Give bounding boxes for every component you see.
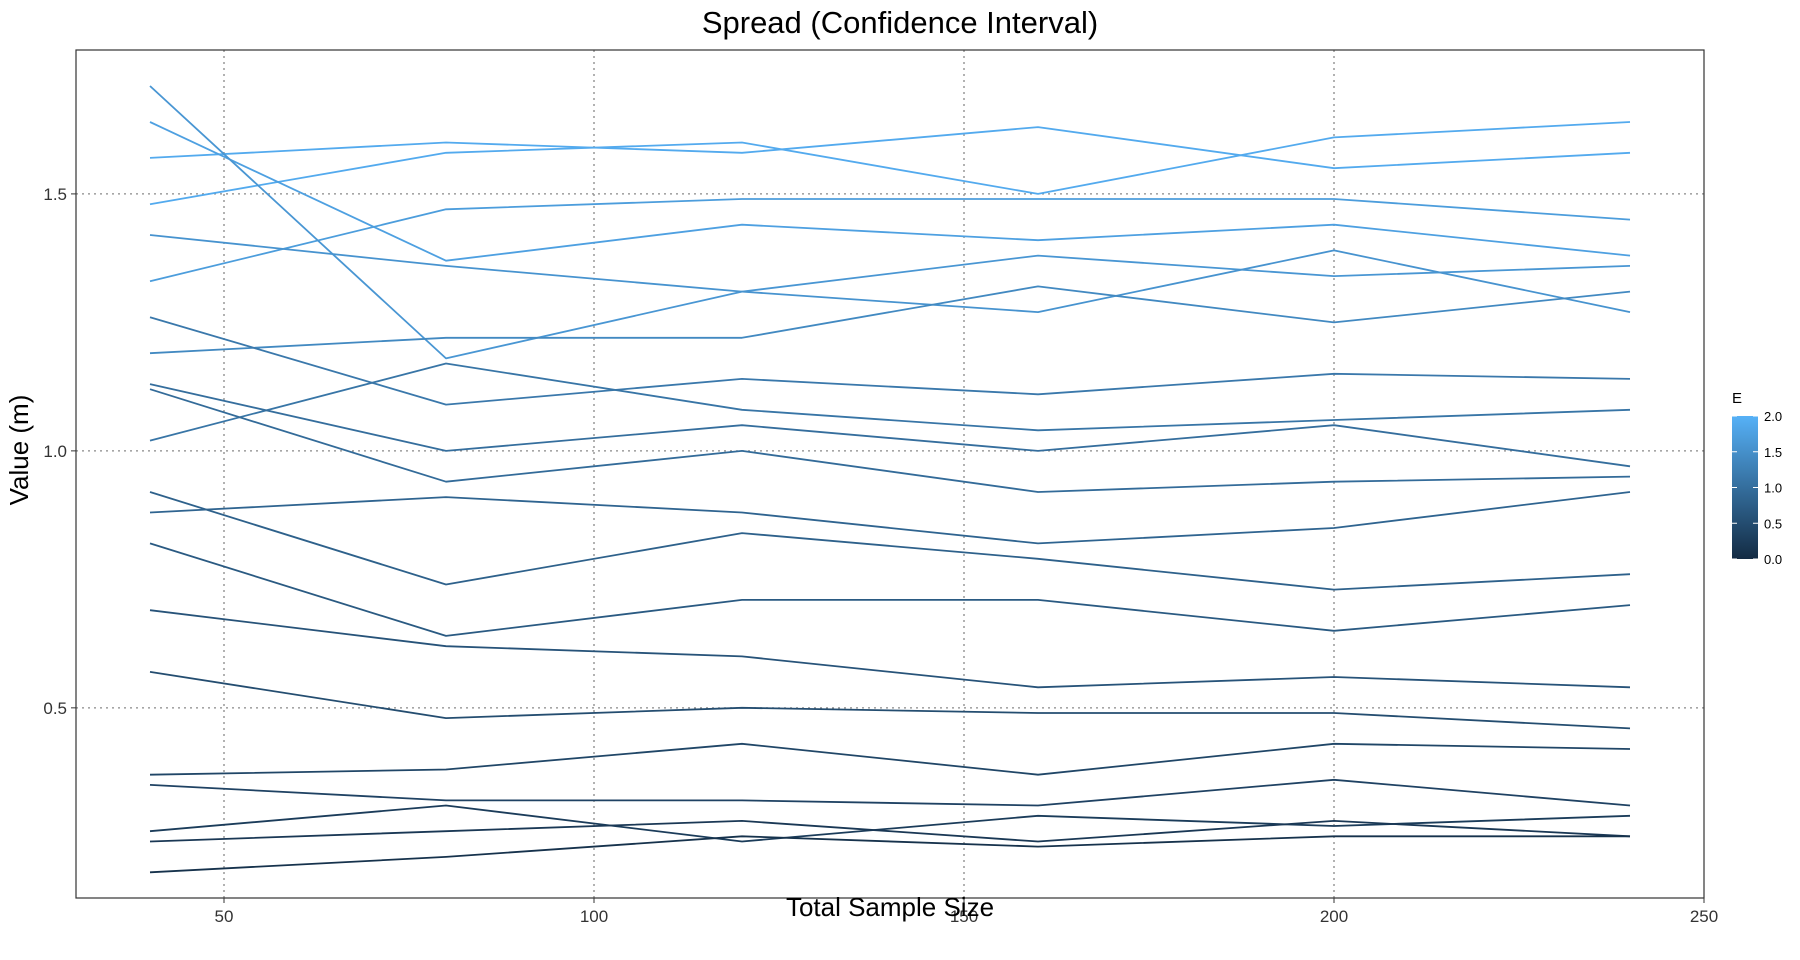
legend-label: 0.5 xyxy=(1764,516,1782,531)
series-line xyxy=(149,491,1631,591)
legend-title: E xyxy=(1732,390,1742,407)
series-line xyxy=(149,778,1631,807)
series-line xyxy=(149,126,1631,170)
series-line xyxy=(149,198,1631,283)
series-line xyxy=(149,121,1631,262)
plot-border xyxy=(75,49,1705,899)
legend-label: 2.0 xyxy=(1764,409,1782,424)
x-tick-label: 200 xyxy=(1320,907,1348,926)
x-tick-label: 100 xyxy=(580,907,608,926)
y-tick-label: 1.0 xyxy=(43,442,67,461)
y-axis-title: Value (m) xyxy=(4,395,34,506)
x-tick-label: 250 xyxy=(1690,907,1718,926)
series-line xyxy=(149,491,1631,545)
series-line xyxy=(149,388,1631,493)
series-line xyxy=(149,316,1631,406)
x-tick-label: 50 xyxy=(215,907,234,926)
series-line xyxy=(149,742,1631,776)
legend-label: 0.0 xyxy=(1764,552,1782,567)
legend-label: 1.5 xyxy=(1764,445,1782,460)
legend: E 2.0 1.5 1.0 0.5 0.0 xyxy=(1732,390,1782,567)
legend-label-layer: 2.0 1.5 1.0 0.5 0.0 xyxy=(1732,409,1782,567)
grid-layer xyxy=(76,50,1704,898)
series-line xyxy=(149,383,1631,468)
series-line xyxy=(149,835,1630,874)
y-tick-layer: 0.5 1.0 1.5 xyxy=(43,185,76,718)
series-line xyxy=(149,234,1631,314)
series-line xyxy=(149,362,1631,442)
series-line xyxy=(149,542,1631,637)
y-tick-label: 0.5 xyxy=(43,699,67,718)
series-line xyxy=(149,820,1631,843)
series-line xyxy=(149,671,1631,730)
legend-label: 1.0 xyxy=(1764,481,1782,496)
y-tick-label: 1.5 xyxy=(43,185,67,204)
series-line xyxy=(149,85,1631,360)
series-line xyxy=(149,121,1631,206)
series-line xyxy=(149,285,1631,355)
x-tick-layer: 50 100 150 200 250 xyxy=(215,898,1718,926)
x-axis-title: Total Sample Size xyxy=(786,892,994,922)
x-tick-label: 150 xyxy=(950,907,978,926)
series-layer xyxy=(149,85,1631,874)
chart-title: Spread (Confidence Interval) xyxy=(702,5,1098,40)
series-line xyxy=(149,609,1631,689)
